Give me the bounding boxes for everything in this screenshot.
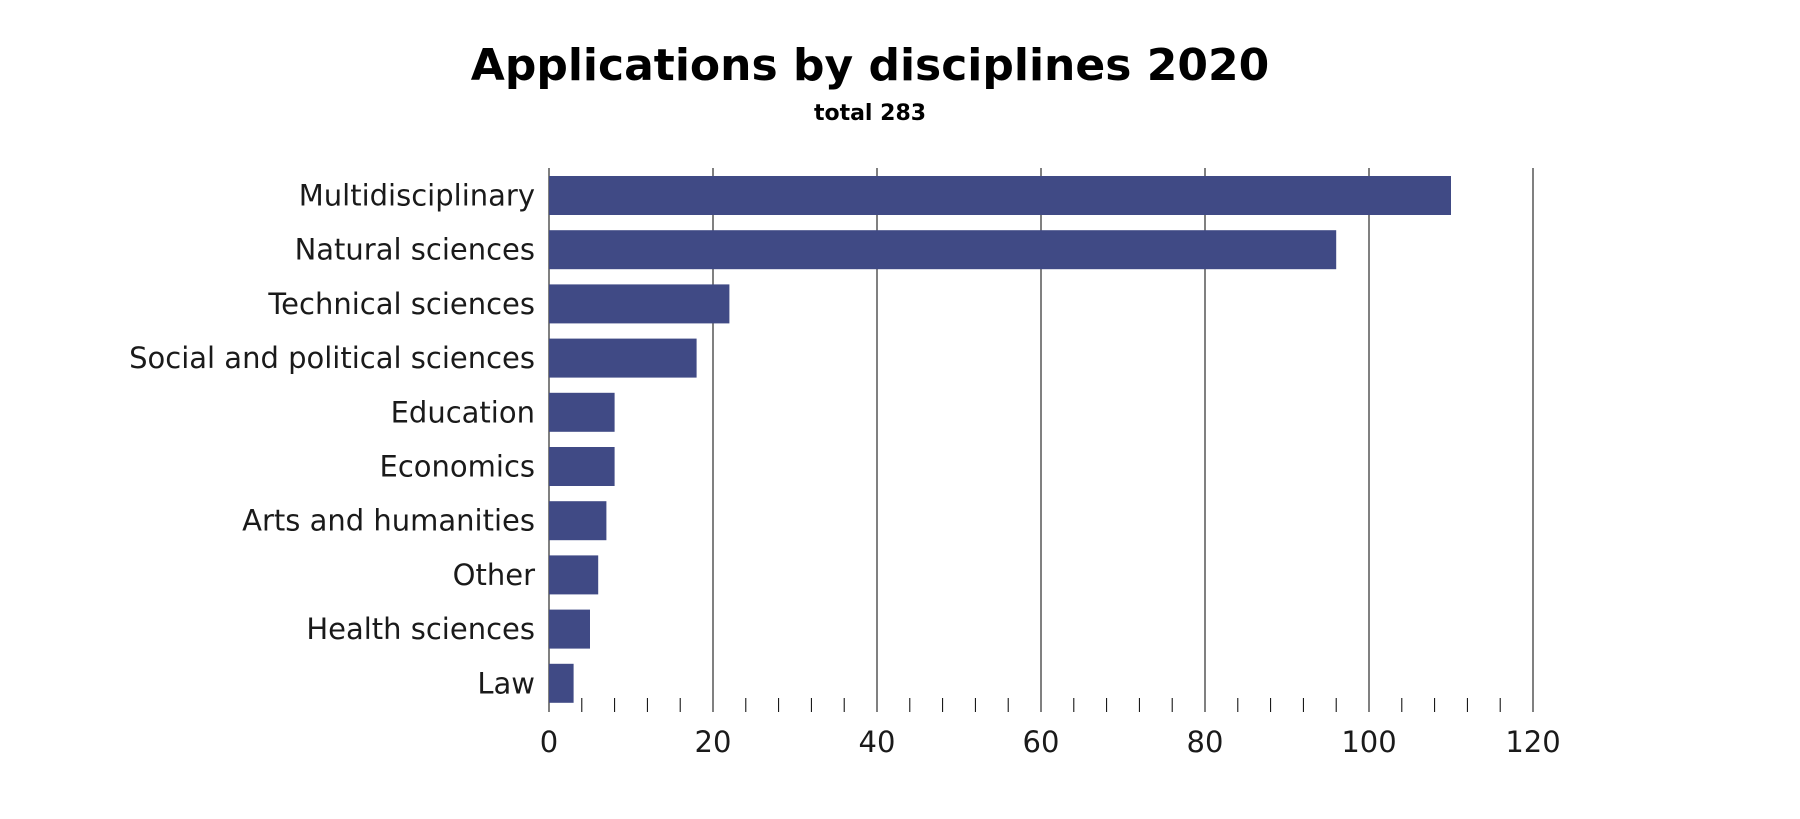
category-label: Arts and humanities <box>242 504 535 538</box>
bar-other <box>549 555 599 595</box>
bar-natural-sciences <box>549 230 1337 270</box>
category-label: Education <box>391 395 535 429</box>
category-label: Natural sciences <box>295 233 535 267</box>
category-label: Multidisciplinary <box>299 179 535 213</box>
category-labels: Multidisciplinary Natural sciences Technic… <box>129 179 535 701</box>
category-label: Law <box>477 666 535 700</box>
x-tick-label: 40 <box>859 725 896 759</box>
bar-social-and-political-sciences <box>549 338 697 378</box>
x-tick-label: 60 <box>1023 725 1060 759</box>
x-tick-label: 0 <box>540 725 558 759</box>
bar-economics <box>549 447 615 486</box>
chart-title: Applications by disciplines 2020 <box>470 40 1270 91</box>
category-label: Technical sciences <box>267 287 535 321</box>
x-axis: 0 20 40 60 80 100 120 <box>540 698 1561 759</box>
chart-subtitle: total 283 <box>813 101 927 126</box>
x-tick-label: 80 <box>1187 725 1224 759</box>
bar-health-sciences <box>549 609 590 649</box>
bar-technical-sciences <box>549 284 730 324</box>
category-label: Economics <box>380 450 536 484</box>
bar-arts-and-humanities <box>549 501 607 541</box>
bar-multidisciplinary <box>549 176 1451 215</box>
category-label: Social and political sciences <box>129 341 535 375</box>
x-tick-label: 100 <box>1341 725 1396 759</box>
x-tick-label: 120 <box>1505 725 1560 759</box>
bar-law <box>549 663 574 703</box>
bar-education <box>549 392 615 432</box>
category-label: Other <box>453 558 535 592</box>
bars <box>549 176 1451 703</box>
x-tick-label: 20 <box>695 725 732 759</box>
category-label: Health sciences <box>306 612 535 646</box>
